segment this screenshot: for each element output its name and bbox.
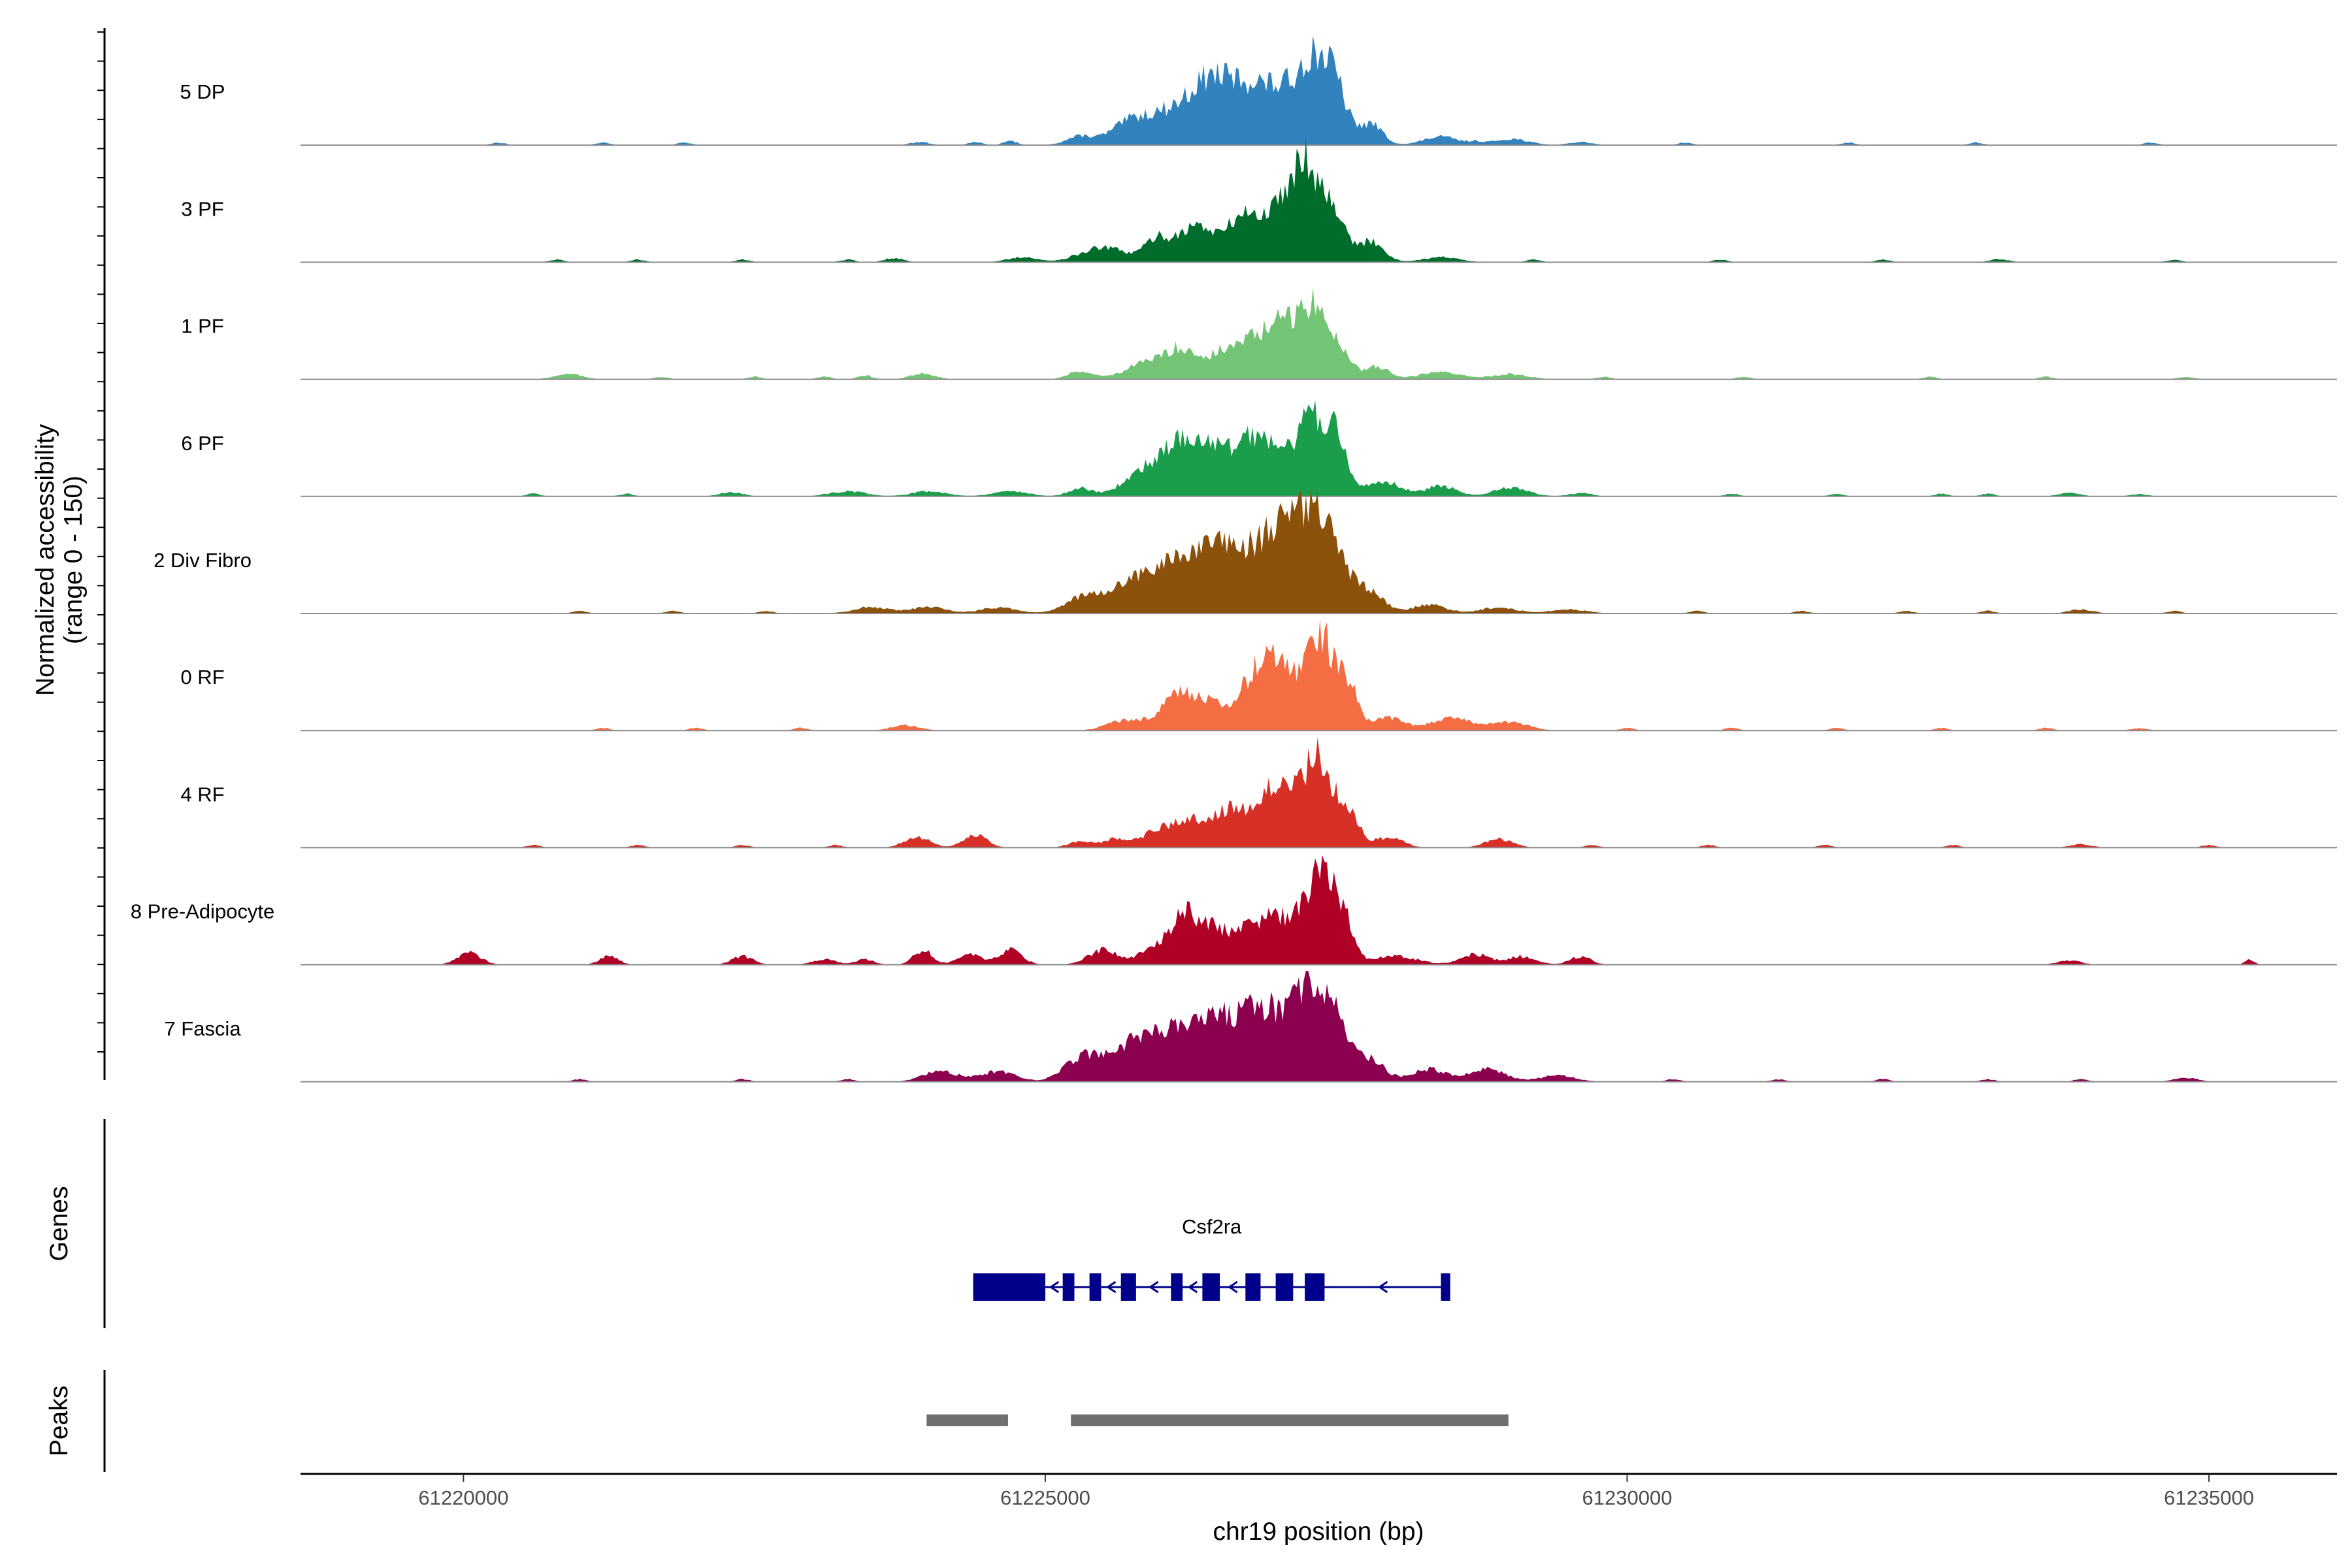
track-0-rf: 0 RF [180,619,2337,732]
peaks-title: Peaks [45,1386,73,1456]
track-label: 3 PF [181,197,223,220]
coverage-area [301,855,2337,965]
gene-exon [1089,1273,1102,1301]
coverage-area [301,619,2337,731]
peak-region [926,1414,1008,1426]
coverage-tracks: 5 DP 3 PF 1 PF 6 PF 2 Div Fibro 0 RF 4 RF 8 Pre… [131,35,2337,1083]
strand-arrow [1187,1281,1198,1294]
gene-exon [973,1273,1045,1301]
coverage-area [301,489,2337,613]
track-label: 8 Pre-Adipocyte [131,900,275,923]
x-axis-title: chr19 position (bp) [1213,1518,1424,1546]
gene-exon [1120,1273,1136,1301]
gene-label-csf2ra: Csf2ra [1182,1215,1242,1238]
gene-exon [1171,1273,1183,1301]
genes-panel: Genes Csf2ra [45,1119,1450,1328]
x-tick-label: 61235000 [2164,1486,2254,1509]
coverage-area [301,139,2337,263]
strand-arrow [1049,1281,1060,1294]
track-label: 0 RF [180,666,224,689]
coverage-area [301,287,2337,380]
track-5-dp: 5 DP [180,35,2337,146]
coverage-area [301,737,2337,848]
x-axis: 61220000 61225000 61230000 61235000 chr19 p… [301,1473,2337,1546]
peaks-panel: Peaks [45,1370,1509,1472]
y-axis-title-line2: (range 0 - 150) [59,476,88,644]
track-label: 7 Fascia [164,1017,241,1040]
peak-region [1071,1414,1509,1426]
peak-regions [926,1414,1509,1426]
gene-exon [1062,1273,1075,1301]
coverage-area [301,35,2337,146]
track-label: 1 PF [181,315,223,338]
strand-arrow [1377,1281,1388,1294]
y-axis-title-line1: Normalized accessibility [31,423,59,696]
track-6-pf: 6 PF [181,400,2337,497]
coverage-area [301,970,2337,1082]
track-4-rf: 4 RF [180,737,2337,849]
track-3-pf: 3 PF [181,139,2337,263]
strand-arrow [1105,1281,1117,1294]
gene-exon [1441,1273,1450,1301]
gene-model-csf2ra [973,1273,1450,1301]
coverage-area [301,400,2337,497]
gene-exon [1305,1273,1325,1301]
coverage-y-ticks [97,31,105,1053]
track-7-fascia: 7 Fascia [164,970,2337,1083]
x-axis-ticks: 61220000 61225000 61230000 61235000 [418,1474,2254,1509]
track-1-pf: 1 PF [181,287,2337,380]
x-tick-label: 61220000 [418,1486,508,1509]
track-label: 2 Div Fibro [154,549,252,572]
track-2-div-fibro: 2 Div Fibro [154,489,2337,614]
strand-arrow [1148,1281,1159,1294]
track-label: 4 RF [180,783,224,806]
track-label: 6 PF [181,432,223,455]
y-axis-title: Normalized accessibility (range 0 - 150) [31,423,88,696]
x-tick-label: 61230000 [1582,1486,1673,1509]
track-8-pre-adipocyte: 8 Pre-Adipocyte [131,855,2337,966]
gene-exon [1202,1273,1220,1301]
strand-arrow [1227,1281,1238,1294]
track-label: 5 DP [180,80,225,103]
gene-exon [1245,1273,1261,1301]
genes-title: Genes [45,1186,73,1262]
x-tick-label: 61225000 [1000,1486,1090,1509]
gene-exon [1275,1273,1294,1301]
